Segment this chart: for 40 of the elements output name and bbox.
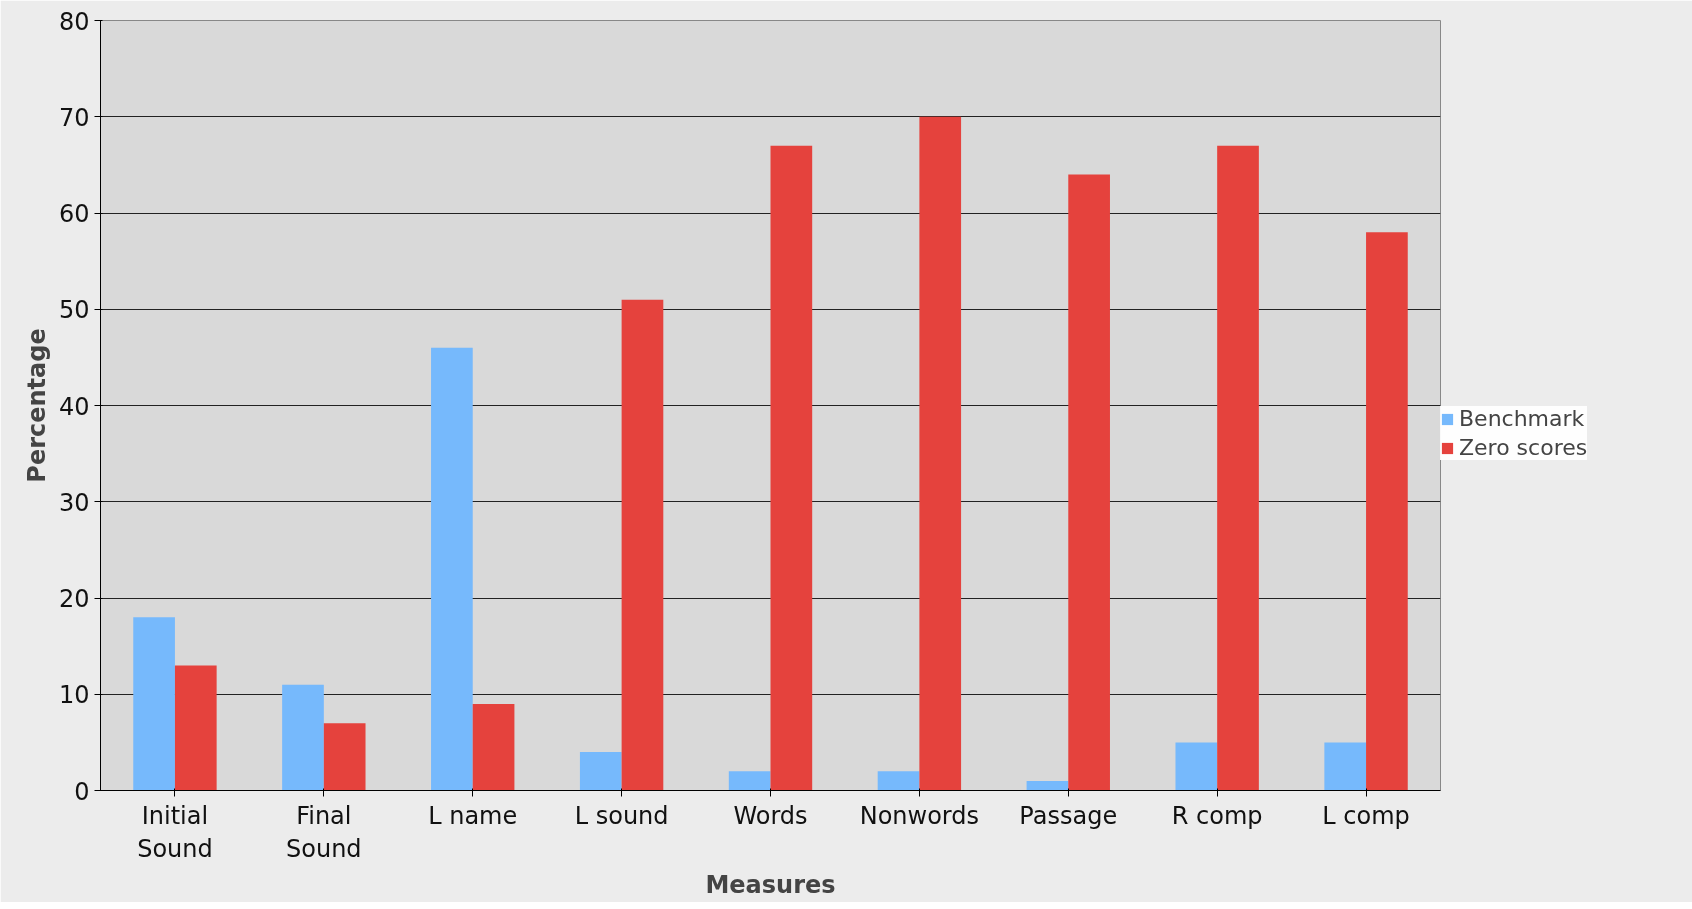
x-tick-label: L name	[428, 801, 518, 830]
bar	[770, 145, 813, 791]
x-tick-label: Words	[733, 801, 808, 830]
bar	[919, 116, 962, 791]
x-tick-label: Final Sound	[286, 801, 362, 864]
x-tick-label: Initial Sound	[137, 801, 213, 864]
y-tick-label: 0	[74, 777, 90, 806]
bar	[1217, 145, 1259, 791]
x-tick-label: Nonwords	[859, 801, 980, 830]
bar	[1366, 232, 1408, 791]
y-tick-label: 60	[58, 200, 90, 228]
x-tick-label: L comp	[1322, 801, 1410, 830]
y-axis-title: Percentage	[22, 328, 51, 483]
bar	[472, 703, 515, 791]
y-tick-label: 10	[58, 681, 90, 710]
y-tick-label: 50	[58, 296, 90, 325]
legend-label: Zero scores	[1459, 435, 1588, 460]
y-tick-label: 30	[58, 488, 90, 517]
x-tick-label: L sound	[574, 801, 669, 830]
bar	[1324, 742, 1367, 791]
bar	[1068, 174, 1110, 791]
bar	[1175, 742, 1218, 791]
legend-label: Benchmark	[1459, 406, 1585, 431]
y-tick-label: 70	[58, 103, 90, 132]
bar	[877, 771, 920, 791]
x-tick-label: R comp	[1171, 801, 1263, 830]
bar	[174, 665, 217, 791]
bar	[282, 684, 324, 791]
bar	[579, 752, 622, 791]
x-axis-title: Measures	[705, 871, 836, 900]
bar	[431, 347, 473, 791]
y-tick-label: 40	[58, 392, 90, 421]
y-tick-label: 80	[58, 7, 90, 36]
bar	[728, 771, 771, 791]
y-tick-label: 20	[58, 585, 90, 613]
x-tick-label: Passage	[1019, 801, 1118, 830]
bar	[1026, 780, 1069, 791]
bar	[323, 723, 366, 791]
bar	[133, 617, 175, 791]
bar	[621, 299, 664, 791]
